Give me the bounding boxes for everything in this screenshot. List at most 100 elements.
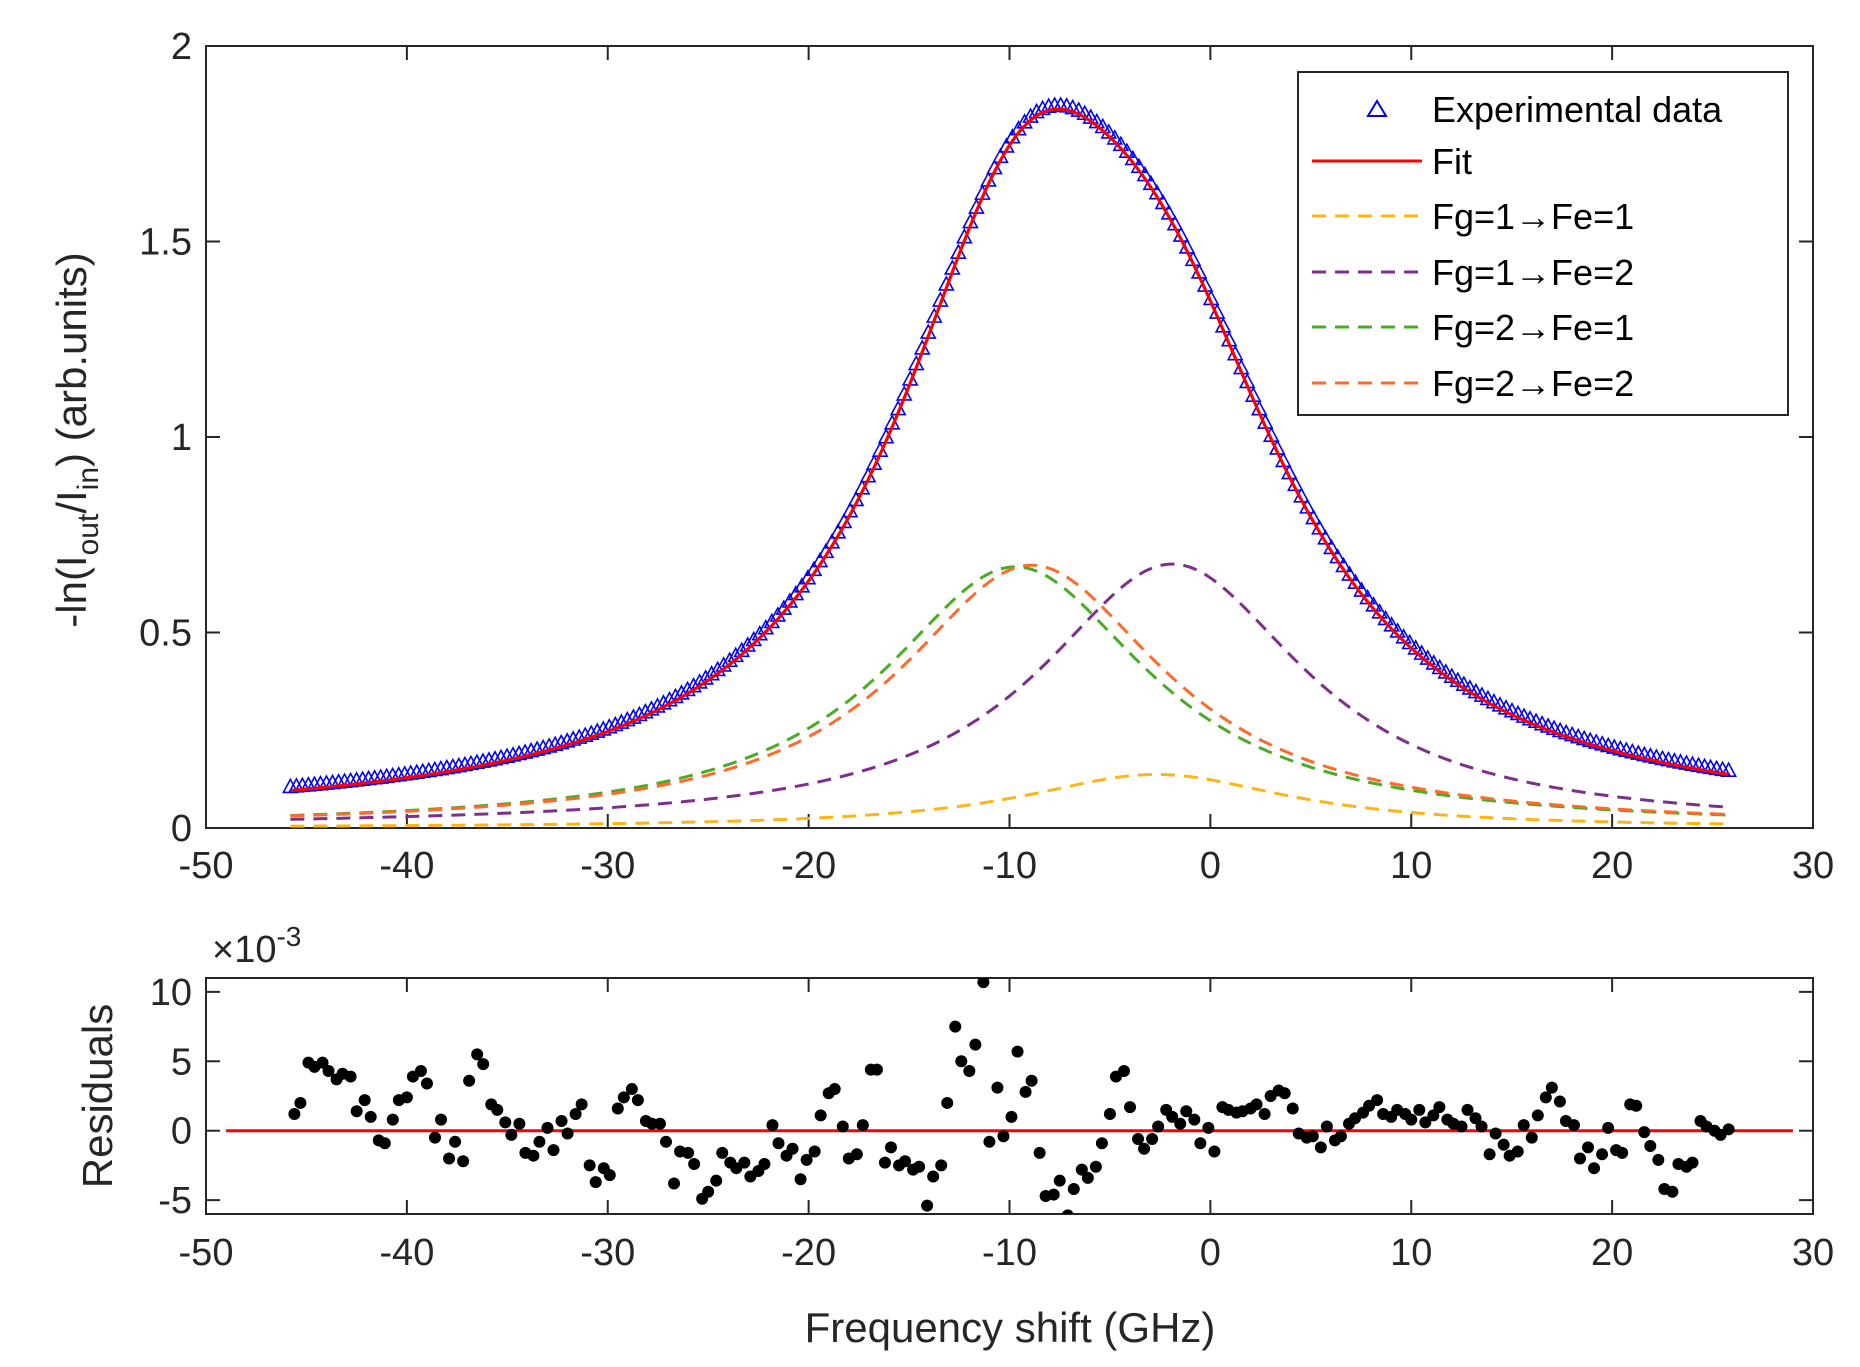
- residual-point: [364, 1110, 377, 1123]
- main-y-tick-label: 0.5: [139, 613, 192, 655]
- residual-point: [1095, 1137, 1108, 1150]
- main-y-tick-label: 1.5: [139, 222, 192, 264]
- residual-point: [589, 1176, 602, 1189]
- legend-entry-experimental: Experimental data: [1366, 89, 1723, 130]
- residual-point: [1188, 1113, 1201, 1126]
- residual-point: [561, 1127, 574, 1140]
- residual-point: [400, 1091, 413, 1104]
- residuals-x-tick-label: 0: [1200, 1232, 1221, 1274]
- legend-entry-fit: Fit: [1312, 141, 1472, 182]
- residual-point: [1483, 1148, 1496, 1161]
- residual-point: [836, 1120, 849, 1133]
- experimental-data-point: [420, 761, 438, 778]
- residual-point: [1475, 1120, 1488, 1133]
- residual-point: [1525, 1131, 1538, 1144]
- residual-point: [1413, 1103, 1426, 1116]
- residual-point: [1117, 1065, 1130, 1078]
- residuals-y-tick-label: -5: [158, 1180, 192, 1222]
- residual-point: [1320, 1120, 1333, 1133]
- experimental-data-point: [655, 694, 672, 710]
- experimental-data-point: [673, 684, 690, 700]
- ylabel-sub-in: in: [72, 467, 105, 490]
- residual-point: [386, 1113, 399, 1126]
- experimental-data-point: [631, 705, 648, 722]
- residual-point: [977, 978, 990, 989]
- main-x-tick-label: -50: [179, 845, 234, 887]
- experimental-data-point: [504, 746, 522, 762]
- experimental-data-point: [1461, 679, 1479, 695]
- residual-point: [1053, 1174, 1066, 1187]
- legend-entry-fg1-fe1: Fg=1→Fe=1: [1312, 196, 1634, 237]
- residual-point: [1208, 1145, 1221, 1158]
- residual-point: [1258, 1108, 1271, 1121]
- component-curve-fg1-fe1: [290, 772, 1729, 828]
- residual-point: [716, 1146, 729, 1159]
- experimental-data-point: [396, 765, 414, 781]
- experimental-data-point: [558, 732, 576, 748]
- residual-point: [1616, 1146, 1629, 1159]
- residual-point: [1250, 1098, 1263, 1111]
- residual-point: [477, 1058, 490, 1071]
- residual-point: [569, 1108, 582, 1121]
- residual-point: [583, 1159, 596, 1172]
- experimental-data-point: [540, 737, 558, 753]
- residual-point: [1531, 1109, 1544, 1122]
- residual-point: [1194, 1137, 1207, 1150]
- residual-point: [870, 1063, 883, 1076]
- legend-label-fg2-fe1: Fg=2→Fe=1: [1432, 307, 1634, 348]
- residual-point: [1061, 1209, 1074, 1214]
- residual-point: [1286, 1102, 1299, 1115]
- residual-point: [1596, 1148, 1609, 1161]
- residual-point: [814, 1109, 827, 1122]
- residuals-x-tick-label: 30: [1792, 1232, 1834, 1274]
- residual-point: [428, 1131, 441, 1144]
- residual-point: [1666, 1185, 1679, 1198]
- residual-point: [457, 1155, 470, 1168]
- experimental-data-point: [480, 751, 498, 767]
- component-curve-fg1-fe2: [290, 562, 1729, 821]
- residuals-x-ticks: -50 -40 -30 -20 -10 0 10 20 30: [179, 978, 1834, 1274]
- residual-point: [1638, 1126, 1651, 1139]
- main-x-tick-label: -40: [379, 845, 434, 887]
- residual-point: [808, 1145, 821, 1158]
- residual-point: [1146, 1133, 1159, 1146]
- residual-point: [533, 1135, 546, 1148]
- main-y-tick-label: 2: [171, 26, 192, 68]
- residual-point: [449, 1135, 462, 1148]
- main-y-tick-label: 0: [171, 808, 192, 850]
- residual-point: [1132, 1133, 1145, 1146]
- residual-point: [927, 1170, 940, 1183]
- main-x-tick-label: -10: [982, 845, 1037, 887]
- ylabel-mid-part: /I: [48, 490, 95, 513]
- residual-point: [1582, 1141, 1595, 1154]
- residuals-x-axis-label: Frequency shift (GHz): [805, 1304, 1216, 1351]
- experimental-data-point: [408, 763, 426, 779]
- residual-point: [1722, 1123, 1735, 1136]
- experimental-data-point: [606, 715, 624, 732]
- residual-point: [1497, 1138, 1510, 1151]
- residual-point: [955, 1055, 968, 1068]
- main-series: [282, 96, 1737, 828]
- legend-label-fg2-fe2: Fg=2→Fe=2: [1432, 363, 1634, 404]
- residuals-series: [226, 978, 1793, 1214]
- experimental-data-point: [600, 718, 618, 734]
- main-x-tick-label: 30: [1792, 845, 1834, 887]
- residual-point: [1152, 1120, 1165, 1133]
- residual-point: [527, 1149, 540, 1162]
- residual-point: [668, 1177, 681, 1190]
- residuals-y-axis-label: Residuals: [74, 1004, 121, 1188]
- residual-point: [288, 1108, 301, 1121]
- residual-point: [913, 1160, 926, 1173]
- experimental-data-point: [679, 680, 696, 697]
- residual-point: [828, 1083, 841, 1096]
- residuals-y-ticks: -5 0 5 10: [150, 972, 1813, 1222]
- residuals-x-tick-label: -50: [179, 1232, 234, 1274]
- residual-point: [294, 1096, 307, 1109]
- legend: Experimental data Fit Fg=1→Fe=1 Fg=1→Fe=…: [1297, 71, 1789, 416]
- residual-point: [856, 1119, 869, 1132]
- residual-point: [1005, 1110, 1018, 1123]
- residual-point: [1089, 1160, 1102, 1173]
- residual-point: [899, 1155, 912, 1168]
- main-x-tick-label: 20: [1591, 845, 1633, 887]
- legend-label-fit: Fit: [1432, 141, 1472, 182]
